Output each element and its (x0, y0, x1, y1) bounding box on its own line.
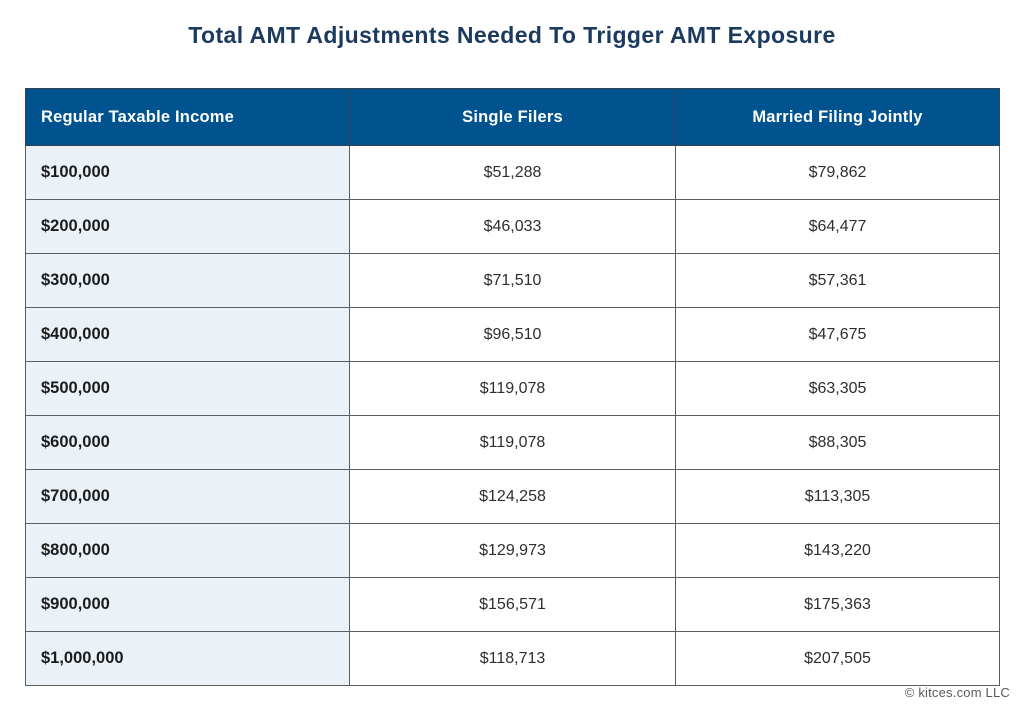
single-filers-cell: $71,510 (349, 253, 676, 308)
table-row: $500,000 $119,078 $63,305 (25, 361, 1000, 416)
income-cell: $300,000 (25, 253, 350, 308)
income-cell: $200,000 (25, 199, 350, 254)
column-header-single-filers: Single Filers (349, 88, 676, 146)
table-body: $100,000 $51,288 $79,862 $200,000 $46,03… (25, 145, 1000, 686)
married-filing-jointly-cell: $143,220 (675, 523, 1000, 578)
table-row: $600,000 $119,078 $88,305 (25, 415, 1000, 470)
table-row: $300,000 $71,510 $57,361 (25, 253, 1000, 308)
column-header-married-filing-jointly: Married Filing Jointly (675, 88, 1000, 146)
income-cell: $400,000 (25, 307, 350, 362)
single-filers-cell: $51,288 (349, 145, 676, 200)
table-header-row: Regular Taxable Income Single Filers Mar… (25, 88, 1000, 146)
income-cell: $1,000,000 (25, 631, 350, 686)
page-title: Total AMT Adjustments Needed To Trigger … (188, 22, 836, 48)
married-filing-jointly-cell: $113,305 (675, 469, 1000, 524)
table-row: $800,000 $129,973 $143,220 (25, 523, 1000, 578)
married-filing-jointly-cell: $57,361 (675, 253, 1000, 308)
single-filers-cell: $119,078 (349, 361, 676, 416)
table-row: $1,000,000 $118,713 $207,505 (25, 631, 1000, 686)
income-cell: $500,000 (25, 361, 350, 416)
married-filing-jointly-cell: $79,862 (675, 145, 1000, 200)
married-filing-jointly-cell: $63,305 (675, 361, 1000, 416)
married-filing-jointly-cell: $175,363 (675, 577, 1000, 632)
single-filers-cell: $124,258 (349, 469, 676, 524)
married-filing-jointly-cell: $64,477 (675, 199, 1000, 254)
married-filing-jointly-cell: $88,305 (675, 415, 1000, 470)
income-cell: $100,000 (25, 145, 350, 200)
income-cell: $900,000 (25, 577, 350, 632)
copyright-attribution: © kitces.com LLC (904, 685, 1010, 700)
table-row: $100,000 $51,288 $79,862 (25, 145, 1000, 200)
income-cell: $600,000 (25, 415, 350, 470)
married-filing-jointly-cell: $207,505 (675, 631, 1000, 686)
income-cell: $800,000 (25, 523, 350, 578)
single-filers-cell: $46,033 (349, 199, 676, 254)
amt-adjustments-table: Regular Taxable Income Single Filers Mar… (25, 88, 1000, 686)
table-row: $200,000 $46,033 $64,477 (25, 199, 1000, 254)
table-row: $400,000 $96,510 $47,675 (25, 307, 1000, 362)
single-filers-cell: $118,713 (349, 631, 676, 686)
married-filing-jointly-cell: $47,675 (675, 307, 1000, 362)
table-row: $700,000 $124,258 $113,305 (25, 469, 1000, 524)
single-filers-cell: $129,973 (349, 523, 676, 578)
single-filers-cell: $96,510 (349, 307, 676, 362)
column-header-regular-taxable-income: Regular Taxable Income (25, 88, 350, 146)
table-row: $900,000 $156,571 $175,363 (25, 577, 1000, 632)
single-filers-cell: $119,078 (349, 415, 676, 470)
single-filers-cell: $156,571 (349, 577, 676, 632)
income-cell: $700,000 (25, 469, 350, 524)
